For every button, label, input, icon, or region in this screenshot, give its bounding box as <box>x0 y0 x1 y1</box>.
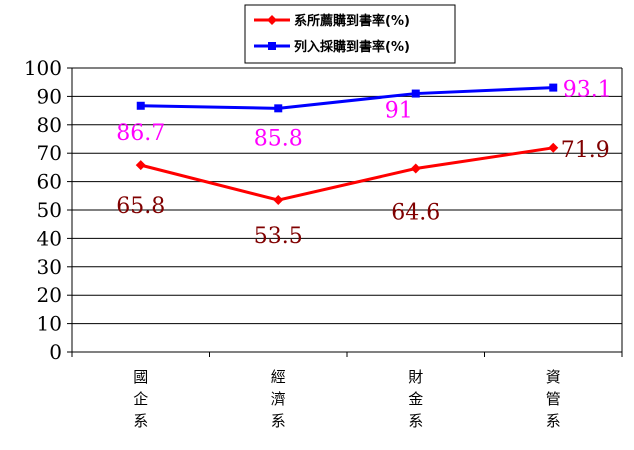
data-label: 64.6 <box>391 201 440 226</box>
x-tick-label: 國企系 <box>133 368 148 430</box>
data-label: 93.1 <box>563 78 612 103</box>
x-tick-label: 資管系 <box>546 368 561 430</box>
legend-entry: 系所薦購到書率(%) <box>294 13 410 29</box>
series-line <box>140 86 554 110</box>
data-label: 85.8 <box>254 126 303 151</box>
x-tick-label: 經濟系 <box>271 368 286 430</box>
y-tick-label: 10 <box>37 312 62 336</box>
y-tick-label: 40 <box>37 226 62 250</box>
gridlines <box>72 67 622 325</box>
legend-entry: 列入採購到書率(%) <box>294 39 410 55</box>
axes <box>71 68 623 357</box>
legend: 系所薦購到書率(%) 列入採購到書率(%) <box>244 4 456 64</box>
data-point <box>548 142 559 153</box>
series-line <box>140 146 554 202</box>
y-tick-label: 20 <box>37 283 62 307</box>
y-tick-label: 70 <box>37 141 62 165</box>
y-tick-label: 0 <box>49 340 62 364</box>
data-label: 65.8 <box>116 194 165 219</box>
data-label: 71.9 <box>561 138 610 163</box>
y-tick-label: 50 <box>37 198 62 222</box>
y-tick-label: 60 <box>37 170 62 194</box>
data-point <box>136 101 145 110</box>
data-label: 53.5 <box>254 224 303 249</box>
data-point <box>410 163 421 174</box>
y-axis-ticks: 0 10 20 30 40 50 60 70 80 90 100 <box>24 56 72 364</box>
data-point <box>135 160 146 171</box>
y-tick-label: 90 <box>37 84 62 108</box>
data-label: 91 <box>385 99 413 124</box>
data-point <box>549 83 558 92</box>
legend-swatch-marker <box>267 15 277 25</box>
legend-swatch-marker <box>268 42 276 50</box>
x-axis-categories: 國企系 經濟系 財金系 資管系 <box>133 368 561 430</box>
y-tick-label: 80 <box>37 113 62 137</box>
legend-box <box>244 4 456 64</box>
data-point <box>273 195 284 206</box>
data-label: 86.7 <box>116 121 165 146</box>
series-layer <box>135 83 559 206</box>
data-point <box>274 104 283 113</box>
x-tick-label: 財金系 <box>408 368 423 430</box>
data-labels: 65.8 53.5 64.6 71.9 86.7 85.8 91 93.1 <box>116 78 611 249</box>
data-point <box>411 89 420 98</box>
y-tick-label: 100 <box>24 56 62 80</box>
y-tick-label: 30 <box>37 255 62 279</box>
